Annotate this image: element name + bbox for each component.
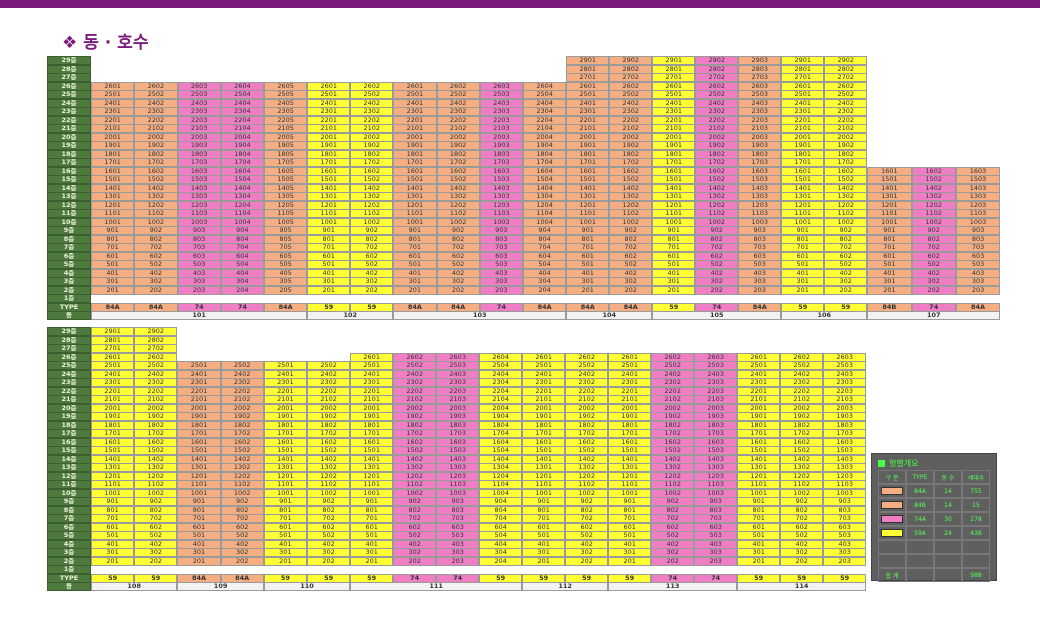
dong-number-cell: 109	[177, 582, 264, 591]
unit-cell: 202	[824, 285, 868, 295]
legend-header: 구 분	[878, 470, 906, 484]
unit-cell: 201	[177, 556, 221, 566]
legend-type: 74A	[906, 512, 934, 526]
page-title-text: 동 · 호수	[83, 33, 149, 53]
type-summary-legend: 형별개요 구 분 TYPE 동 수 세대수 84A 14 755 84B 14 15 74A 30 27…	[871, 453, 997, 582]
legend-swatch-cell	[878, 526, 906, 540]
legend-swatch-cell	[878, 484, 906, 498]
diamond-icon: ❖	[62, 33, 78, 53]
legend-dong-count: 30	[934, 512, 962, 526]
unit-cell: 202	[307, 556, 351, 566]
dong-number-cell: 112	[522, 582, 609, 591]
dong-row-label: 동	[47, 311, 91, 320]
unit-cell: 202	[134, 285, 178, 295]
unit-cell: 203	[955, 285, 1001, 295]
legend-total-units: 988	[962, 568, 990, 582]
dong-number-cell: 101	[91, 311, 308, 320]
legend-color-swatch	[881, 515, 903, 523]
dong-number-cell: 110	[263, 582, 351, 591]
legend-unit-count: 278	[962, 512, 990, 526]
unit-cell: 202	[436, 285, 480, 295]
unit-cell: 204	[523, 285, 567, 295]
unit-cell: 202	[350, 285, 394, 295]
legend-empty-cell	[934, 568, 962, 582]
legend-unit-count: 15	[962, 498, 990, 512]
legend-title: 형별개요	[878, 458, 918, 469]
dong-number-cell: 104	[566, 311, 653, 320]
dong-row-label: 동	[47, 582, 91, 591]
legend-empty-cell	[878, 554, 906, 568]
unit-cell: 201	[608, 556, 652, 566]
legend-title-text: 형별개요	[889, 459, 919, 468]
unit-cell: 205	[264, 285, 308, 295]
dong-number-cell: 103	[393, 311, 567, 320]
unit-cell: 204	[479, 556, 523, 566]
unit-cell: 202	[609, 285, 653, 295]
unit-cell: 201	[781, 285, 825, 295]
legend-dong-count: 14	[934, 484, 962, 498]
unit-cell: 203	[823, 556, 867, 566]
dong-number-cell: 107	[867, 311, 1001, 320]
legend-swatch-cell	[878, 512, 906, 526]
legend-color-swatch	[881, 529, 903, 537]
unit-cell: 201	[566, 285, 610, 295]
legend-empty-cell	[934, 554, 962, 568]
legend-empty-cell	[962, 540, 990, 554]
legend-empty-cell	[934, 540, 962, 554]
unit-cell: 202	[780, 556, 824, 566]
unit-cell: 201	[393, 285, 437, 295]
dong-number-cell: 114	[737, 582, 867, 591]
unit-cell: 202	[393, 556, 437, 566]
legend-header: TYPE	[906, 470, 934, 484]
legend-type: 84B	[906, 498, 934, 512]
unit-cell: 204	[220, 285, 264, 295]
legend-empty-cell	[878, 540, 906, 554]
unit-cell: 201	[522, 556, 566, 566]
unit-cell: 201	[867, 285, 912, 295]
legend-header: 세대수	[962, 470, 990, 484]
unit-cell: 201	[91, 285, 135, 295]
legend-dong-count: 24	[934, 526, 962, 540]
legend-empty-cell	[906, 568, 934, 582]
dong-number-cell: 102	[307, 311, 394, 320]
unit-cell: 202	[695, 285, 739, 295]
legend-empty-cell	[906, 554, 934, 568]
unit-cell: 201	[350, 556, 394, 566]
unit-cell: 203	[436, 556, 480, 566]
unit-cell: 201	[263, 556, 307, 566]
dong-number-cell: 113	[608, 582, 738, 591]
legend-total-label: 합 계	[878, 568, 906, 582]
unit-cell: 201	[652, 285, 696, 295]
unit-cell: 202	[565, 556, 609, 566]
legend-type: 59A	[906, 526, 934, 540]
unit-cell: 203	[177, 285, 221, 295]
unit-cell: 201	[91, 556, 135, 566]
top-accent-bar	[0, 0, 1040, 8]
legend-empty-cell	[906, 540, 934, 554]
unit-cell: 202	[134, 556, 178, 566]
legend-unit-count: 755	[962, 484, 990, 498]
legend-color-swatch	[881, 501, 903, 509]
unit-cell: 203	[694, 556, 738, 566]
unit-cell: 202	[220, 556, 264, 566]
legend-dong-count: 14	[934, 498, 962, 512]
legend-square-icon	[878, 460, 885, 467]
legend-unit-count: 438	[962, 526, 990, 540]
dong-number-cell: 106	[781, 311, 868, 320]
unit-cell: 202	[911, 285, 956, 295]
dong-number-cell: 111	[350, 582, 523, 591]
legend-swatch-cell	[878, 498, 906, 512]
legend-header: 동 수	[934, 470, 962, 484]
unit-cell: 202	[651, 556, 695, 566]
dong-number-cell: 108	[91, 582, 178, 591]
legend-type: 84A	[906, 484, 934, 498]
legend-empty-cell	[962, 554, 990, 568]
page-title: ❖ 동 · 호수	[62, 28, 148, 53]
unit-cell: 203	[479, 285, 523, 295]
legend-color-swatch	[881, 487, 903, 495]
unit-cell: 201	[737, 556, 781, 566]
unit-cell: 203	[738, 285, 782, 295]
unit-cell: 201	[307, 285, 351, 295]
dong-number-cell: 105	[652, 311, 782, 320]
